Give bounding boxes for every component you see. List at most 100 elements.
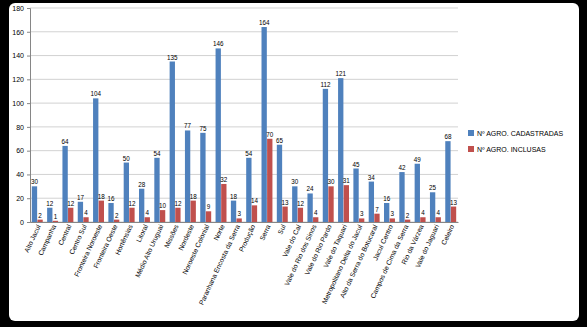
background <box>0 0 587 327</box>
data-label: 32 <box>220 176 228 183</box>
bar <box>374 214 379 222</box>
bar <box>154 158 159 222</box>
bar <box>145 217 150 222</box>
bar <box>451 207 456 222</box>
bar <box>185 130 190 222</box>
tick: Noroeste Colonial <box>181 223 210 275</box>
data-label: 65 <box>276 137 284 144</box>
tick: 80 <box>16 124 30 131</box>
data-label: 10 <box>159 202 167 209</box>
data-label: 42 <box>398 164 406 171</box>
legend-item: Nº AGRO. INCLUSAS <box>468 146 546 153</box>
bar <box>62 146 67 222</box>
data-label: 104 <box>90 90 101 97</box>
tick-mark <box>27 127 30 128</box>
tick: Campanha <box>37 223 58 257</box>
data-label: 135 <box>167 54 178 61</box>
bar <box>99 201 104 222</box>
series <box>32 27 451 222</box>
tick-mark <box>27 56 30 57</box>
tick: Hortênsias <box>114 223 134 256</box>
data-label: 12 <box>174 200 182 207</box>
data-label: 18 <box>98 193 106 200</box>
tick-label: 180 <box>12 5 24 12</box>
data-label: 30 <box>328 178 336 185</box>
data-label: 30 <box>291 178 299 185</box>
tick-label: 140 <box>12 52 24 59</box>
data-label: 16 <box>108 195 116 202</box>
data-label: 54 <box>153 150 161 157</box>
data-label: 12 <box>67 200 75 207</box>
bar <box>267 139 272 222</box>
data-label: 3 <box>360 210 364 217</box>
data-label: 9 <box>207 203 211 210</box>
bar <box>390 218 395 222</box>
tick-label: 60 <box>16 147 24 154</box>
data-label: 12 <box>46 200 54 207</box>
bar <box>53 221 58 222</box>
tick: Produção <box>238 223 258 253</box>
tick-label: Celeiro <box>440 223 456 246</box>
tick-label: 160 <box>12 29 24 36</box>
tick-mark <box>27 151 30 152</box>
tick: Vale do Jaguari <box>414 223 441 269</box>
bar <box>353 169 358 223</box>
bar <box>114 220 119 222</box>
data-label: 50 <box>123 155 131 162</box>
data-label: 18 <box>230 193 238 200</box>
data-label: 70 <box>266 131 274 138</box>
bar <box>221 184 226 222</box>
data-label: 24 <box>307 185 315 192</box>
data-label: 3 <box>237 210 241 217</box>
data-labels: 3012641710416502854135777514618541646530… <box>31 19 458 220</box>
grid-line <box>30 8 458 9</box>
data-label: 28 <box>138 181 146 188</box>
tick-label: Litoral <box>135 223 149 243</box>
data-label: 1 <box>54 213 58 220</box>
data-label: 13 <box>282 199 290 206</box>
data-label: 4 <box>436 209 440 216</box>
tick-mark <box>27 8 30 9</box>
tick-mark <box>27 103 30 104</box>
bar <box>313 217 318 222</box>
data-label: 12 <box>297 200 305 207</box>
bar <box>160 210 165 222</box>
data-label: 25 <box>429 184 437 191</box>
tick-label: Missões <box>163 223 180 249</box>
tick: Celeiro <box>440 223 456 246</box>
tick: Sul <box>276 223 287 235</box>
data-label: 30 <box>31 178 39 185</box>
data-label: 14 <box>251 197 259 204</box>
bar <box>246 158 251 222</box>
tick: 0 <box>20 219 30 226</box>
bar <box>129 208 134 222</box>
chart-area <box>9 3 579 321</box>
tick-label: Sul <box>276 223 287 235</box>
tick-label: Vale do Jaguari <box>414 223 441 269</box>
data-label: 64 <box>62 138 70 145</box>
tick-mark <box>27 174 30 175</box>
tick: Serra <box>258 223 271 241</box>
bar <box>328 186 333 222</box>
data-label: 12 <box>128 200 136 207</box>
bar <box>436 217 441 222</box>
bar <box>415 164 420 222</box>
data-label: 4 <box>421 209 425 216</box>
tick-label: Paranhana Encosta da Serra <box>198 223 241 306</box>
tick-label: Central <box>57 223 73 246</box>
data-label: 2 <box>38 212 42 219</box>
tick: 140 <box>12 52 30 59</box>
bar <box>93 98 98 222</box>
bar <box>445 141 450 222</box>
data-label: 77 <box>184 122 192 129</box>
tick: Norte <box>212 223 225 241</box>
bar <box>399 172 404 222</box>
grid <box>30 8 458 222</box>
data-label: 121 <box>335 70 346 77</box>
legend-swatch <box>468 146 474 152</box>
tick: 40 <box>16 171 30 178</box>
data-label: 4 <box>146 209 150 216</box>
bar <box>359 218 364 222</box>
data-label: 17 <box>77 194 85 201</box>
data-label: 49 <box>414 156 422 163</box>
